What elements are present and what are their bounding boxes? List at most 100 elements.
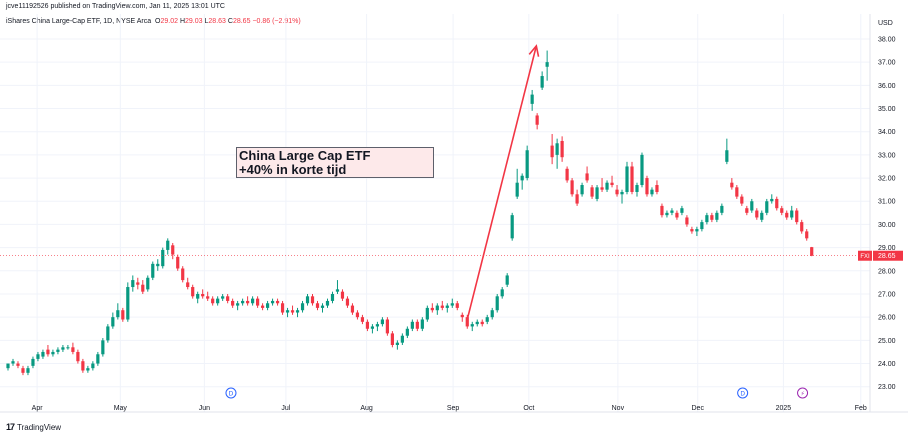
candle [310, 293, 315, 306]
y-tick-label: 35.00 [878, 106, 896, 113]
candle [21, 365, 25, 376]
candle [161, 247, 165, 269]
candle [795, 208, 799, 225]
candle [490, 307, 494, 320]
candle [26, 365, 30, 376]
candle [236, 300, 240, 311]
candle [265, 300, 270, 311]
candle [226, 293, 230, 304]
dividend-event-icon[interactable] [737, 387, 749, 399]
candle [86, 365, 90, 373]
candle [480, 319, 484, 327]
candle [710, 212, 714, 223]
y-tick-label: 25.00 [878, 338, 896, 345]
candle [720, 203, 724, 216]
candle [16, 361, 20, 369]
last-price-label: 28.65 [878, 253, 896, 260]
y-tick-label: 24.00 [878, 361, 896, 368]
candle [221, 293, 225, 301]
candle [510, 212, 514, 241]
candle [485, 314, 489, 325]
candles [6, 50, 814, 376]
candle [211, 296, 215, 306]
x-tick-label: Dec [692, 405, 705, 412]
candle [380, 317, 384, 327]
price-axis[interactable]: USD 23.00 24.00 25.00 26.00 27.00 28.00 29.00 30… [0, 14, 903, 412]
candle [350, 303, 355, 315]
candle [46, 344, 50, 357]
candle [256, 296, 260, 308]
candle [660, 203, 664, 218]
ticker-badge [858, 250, 872, 261]
candle [555, 138, 559, 169]
y-tick-label: 36.00 [878, 83, 896, 90]
candle [790, 205, 794, 220]
candle [475, 319, 479, 327]
annotation-box[interactable]: China Large Cap ETF +40% in korte tijd [236, 147, 434, 178]
candle [810, 246, 814, 257]
candle [305, 293, 310, 306]
candle [425, 305, 429, 322]
y-tick-label: 31.00 [878, 199, 896, 206]
x-tick-label: Jul [281, 405, 290, 412]
x-tick-label: Oct [523, 405, 534, 412]
high-label: H [179, 18, 186, 25]
candle [540, 71, 544, 90]
candle [785, 210, 789, 220]
candle [605, 180, 609, 192]
candle [590, 185, 594, 199]
time-axis[interactable]: Apr May Jun Jul Aug Sep Oct Nov Dec 2025 Feb [0, 405, 908, 413]
candle [745, 205, 749, 216]
candle [695, 226, 699, 237]
candle [31, 356, 35, 369]
y-tick-label: 38.00 [878, 36, 896, 43]
candle [51, 349, 55, 357]
candle [755, 208, 759, 220]
candle [560, 136, 564, 162]
candle [735, 185, 739, 199]
candle [520, 173, 524, 190]
x-tick-label: 2025 [776, 405, 792, 412]
candle [570, 178, 574, 197]
candle [470, 321, 474, 332]
candle [131, 275, 135, 292]
trend-arrow[interactable] [466, 44, 540, 320]
dividend-event-icon[interactable] [225, 387, 237, 399]
x-tick-label: Jun [199, 405, 210, 412]
candle [805, 229, 809, 241]
candle [685, 215, 689, 227]
y-tick-label: 33.00 [878, 152, 896, 159]
candle [365, 319, 370, 332]
high-value: 29.03 [185, 18, 203, 25]
candle [525, 145, 529, 181]
candle [430, 303, 434, 313]
candle [495, 293, 499, 313]
open-label: O [155, 18, 161, 25]
grid [0, 14, 870, 412]
ticker-label: FXI [860, 254, 870, 260]
instrument-name: iShares China Large-Cap ETF, 1D, NYSE Ar… [6, 18, 152, 25]
x-tick-label: Aug [360, 405, 373, 412]
y-tick-label: 37.00 [878, 60, 896, 67]
candle [445, 303, 449, 313]
candle [515, 168, 519, 199]
candle [360, 314, 365, 325]
candle [740, 194, 744, 206]
annotation-line-1: China Large Cap ETF [239, 148, 371, 163]
candle [450, 298, 454, 308]
candle [395, 340, 399, 350]
candle [345, 296, 350, 308]
candle [121, 307, 125, 322]
candle [181, 266, 185, 283]
candle [246, 296, 250, 306]
split-event-icon[interactable] [797, 387, 809, 399]
candle [550, 134, 554, 165]
candle [690, 226, 694, 234]
candle [680, 205, 684, 216]
candle [76, 349, 80, 364]
close-label: C [227, 18, 233, 25]
candle [260, 303, 265, 311]
events: D D ⚡ [225, 387, 809, 399]
candle [725, 138, 729, 165]
